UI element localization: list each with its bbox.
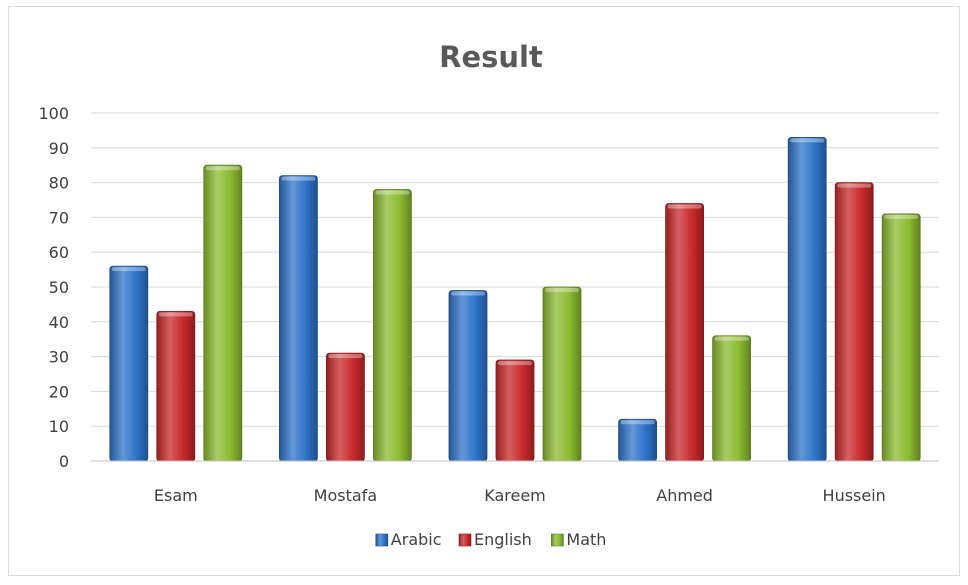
legend-label-arabic: Arabic <box>391 530 442 549</box>
bar-highlight <box>620 420 655 425</box>
bar-highlight <box>158 312 193 317</box>
legend-swatch-arabic <box>375 533 389 547</box>
y-tick-label: 0 <box>59 452 69 471</box>
bar-highlight <box>837 183 872 188</box>
bar-highlight <box>375 190 410 195</box>
bar-chart: Result 0 10 20 30 40 50 60 70 80 90 100 Esam Mostaf… <box>38 40 939 549</box>
y-tick-label: 80 <box>49 174 69 193</box>
bar-english-hussein <box>834 182 874 462</box>
bar-highlight <box>111 267 146 272</box>
bar-arabic-esam <box>109 265 149 462</box>
legend-label-math: Math <box>566 530 606 549</box>
x-category-label: Mostafa <box>314 486 377 505</box>
chart-frame: Result 0 10 20 30 40 50 60 70 80 90 100 Esam Mostaf… <box>8 6 960 576</box>
bar-math-ahmed <box>712 335 751 462</box>
bar-arabic-ahmed <box>618 418 657 462</box>
bar-highlight <box>328 354 363 359</box>
bar-highlight <box>451 291 485 296</box>
bar-english-ahmed <box>665 203 704 462</box>
x-axis-categories: Esam Mostafa Kareem Ahmed Hussein <box>154 486 886 505</box>
bar-highlight <box>498 361 532 366</box>
bar-math-esam <box>203 164 243 462</box>
legend-swatch-english <box>458 533 472 547</box>
legend: Arabic English Math <box>375 530 606 549</box>
y-tick-label: 90 <box>49 139 69 158</box>
bar-arabic-mostafa <box>278 175 318 462</box>
x-category-label: Kareem <box>484 486 546 505</box>
bar-math-mostafa <box>372 189 412 462</box>
bar-highlight <box>545 288 579 292</box>
bar-arabic-kareem <box>448 290 488 462</box>
bar-highlight <box>884 214 919 219</box>
y-tick-label: 60 <box>49 243 69 262</box>
bar-highlight <box>281 176 316 181</box>
bar-english-kareem <box>495 359 535 462</box>
bar-highlight <box>205 166 240 171</box>
legend-swatch-math <box>551 533 564 547</box>
x-category-label: Esam <box>154 486 198 505</box>
legend-label-english: English <box>474 530 532 549</box>
y-tick-label: 10 <box>49 417 69 436</box>
bar-math-hussein <box>881 213 921 462</box>
bar-math-kareem <box>542 286 582 462</box>
bar-highlight <box>790 138 825 143</box>
chart-title: Result <box>439 40 543 74</box>
y-axis-ticks: 0 10 20 30 40 50 60 70 80 90 100 <box>38 104 69 471</box>
x-category-label: Hussein <box>823 486 886 505</box>
y-tick-label: 30 <box>49 348 69 367</box>
bar-english-esam <box>156 310 196 462</box>
bars <box>109 136 921 462</box>
bar-english-mostafa <box>325 352 365 462</box>
y-tick-label: 100 <box>38 104 69 123</box>
bar-highlight <box>714 336 749 341</box>
bar-arabic-hussein <box>787 136 827 462</box>
y-tick-label: 20 <box>49 382 69 401</box>
y-tick-label: 40 <box>49 313 69 332</box>
x-category-label: Ahmed <box>656 486 713 505</box>
y-tick-label: 50 <box>49 278 69 297</box>
bar-highlight <box>667 204 702 209</box>
y-tick-label: 70 <box>49 208 69 227</box>
